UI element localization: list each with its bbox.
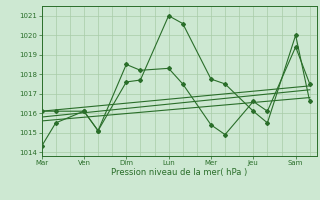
X-axis label: Pression niveau de la mer( hPa ): Pression niveau de la mer( hPa ) — [111, 168, 247, 177]
